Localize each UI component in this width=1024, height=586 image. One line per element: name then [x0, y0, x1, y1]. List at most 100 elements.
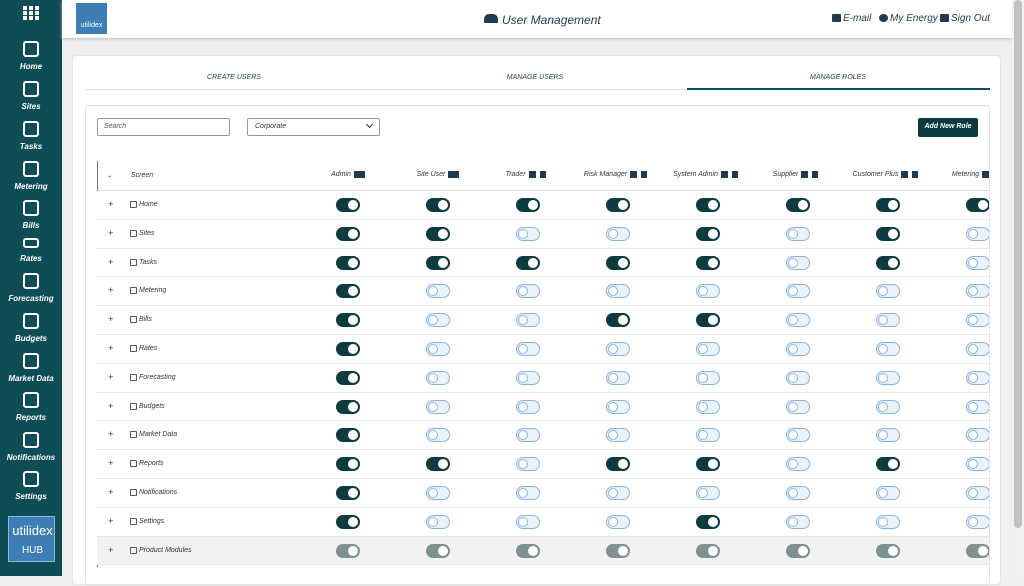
permission-toggle[interactable]	[786, 399, 810, 414]
expand-row[interactable]: +	[108, 285, 114, 296]
permission-toggle[interactable]	[876, 342, 900, 356]
permission-toggle[interactable]	[516, 486, 540, 500]
email-link[interactable]: E-mail	[843, 13, 872, 24]
permission-toggle[interactable]	[876, 198, 900, 212]
header-logo[interactable]: utilidex	[76, 3, 107, 34]
expand-row[interactable]: +	[108, 227, 114, 238]
permission-toggle[interactable]	[426, 226, 450, 241]
permission-toggle[interactable]	[516, 226, 540, 241]
permission-toggle[interactable]	[336, 486, 360, 500]
role-actions[interactable]	[801, 171, 824, 178]
sidebar-item[interactable]: Metering	[0, 157, 62, 195]
permission-toggle[interactable]	[786, 428, 810, 443]
expand-row[interactable]: +	[108, 400, 114, 411]
collapse-all[interactable]: -	[108, 171, 111, 181]
permission-toggle[interactable]	[786, 226, 810, 241]
permission-toggle[interactable]	[696, 342, 720, 356]
permission-toggle[interactable]	[966, 342, 989, 356]
permission-toggle[interactable]	[876, 226, 900, 241]
permission-toggle[interactable]	[606, 428, 630, 443]
permission-toggle[interactable]	[696, 514, 720, 529]
permission-toggle[interactable]	[876, 255, 900, 270]
sidebar-item[interactable]: Sites	[0, 77, 62, 115]
role-actions[interactable]	[630, 171, 653, 178]
permission-toggle[interactable]	[426, 428, 450, 443]
tab[interactable]: MANAGE ROLES	[809, 74, 866, 81]
permission-toggle[interactable]	[426, 313, 450, 328]
permission-toggle[interactable]	[606, 284, 630, 299]
permission-toggle[interactable]	[336, 428, 360, 443]
permission-toggle[interactable]	[606, 313, 630, 328]
permission-toggle[interactable]	[336, 198, 360, 212]
permission-toggle[interactable]	[606, 457, 630, 472]
permission-toggle[interactable]	[516, 514, 540, 529]
permission-toggle[interactable]	[336, 514, 360, 529]
my-energy-link[interactable]: My Energy	[890, 13, 938, 24]
permission-toggle[interactable]	[786, 486, 810, 500]
permission-toggle[interactable]	[696, 255, 720, 270]
permission-toggle[interactable]	[966, 399, 989, 414]
permission-toggle[interactable]	[516, 428, 540, 443]
expand-row[interactable]: +	[108, 314, 114, 325]
permission-toggle[interactable]	[966, 226, 989, 241]
permission-toggle[interactable]	[516, 342, 540, 356]
role-actions[interactable]	[528, 171, 551, 178]
sidebar-item[interactable]: Tasks	[0, 117, 62, 155]
permission-toggle[interactable]	[426, 342, 450, 356]
expand-row[interactable]: +	[108, 458, 114, 469]
permission-toggle[interactable]	[336, 342, 360, 356]
permission-toggle[interactable]	[966, 313, 989, 328]
sidebar-item[interactable]: Market Data	[0, 349, 62, 387]
sign-out-link[interactable]: Sign Out	[951, 13, 990, 24]
expand-row[interactable]: +	[108, 544, 114, 555]
permission-toggle[interactable]	[786, 514, 810, 529]
permission-toggle[interactable]	[876, 428, 900, 443]
permission-toggle[interactable]	[876, 514, 900, 529]
sidebar-item[interactable]: Bills	[0, 196, 62, 234]
sidebar-item[interactable]: Reports	[0, 388, 62, 426]
permission-toggle[interactable]	[696, 399, 720, 414]
sidebar-item[interactable]: Forecasting	[0, 269, 62, 307]
expand-row[interactable]: +	[108, 487, 114, 497]
permission-toggle[interactable]	[966, 486, 989, 500]
permission-toggle[interactable]	[876, 486, 900, 500]
permission-toggle[interactable]	[876, 457, 900, 472]
permission-toggle[interactable]	[336, 370, 360, 385]
permission-toggle[interactable]	[966, 514, 989, 529]
permission-toggle[interactable]	[426, 284, 450, 299]
permission-toggle[interactable]	[606, 399, 630, 414]
expand-row[interactable]: +	[108, 515, 114, 526]
permission-toggle[interactable]	[606, 198, 630, 212]
permission-toggle[interactable]	[696, 226, 720, 241]
expand-row[interactable]: +	[108, 199, 114, 209]
permission-toggle[interactable]	[426, 399, 450, 414]
permission-toggle[interactable]	[336, 313, 360, 328]
permission-toggle[interactable]	[336, 457, 360, 472]
permission-toggle[interactable]	[336, 284, 360, 299]
permission-toggle[interactable]	[336, 226, 360, 241]
permission-toggle[interactable]	[966, 428, 989, 443]
permission-toggle[interactable]	[786, 255, 810, 270]
permission-toggle[interactable]	[516, 255, 540, 270]
permission-toggle[interactable]	[516, 313, 540, 328]
sidebar-item[interactable]: Rates	[0, 229, 62, 267]
role-actions[interactable]	[720, 171, 743, 178]
sidebar-item[interactable]: Settings	[0, 467, 62, 505]
permission-toggle[interactable]	[696, 198, 720, 212]
permission-toggle[interactable]	[786, 284, 810, 299]
role-actions[interactable]	[982, 171, 989, 178]
permission-toggle[interactable]	[786, 198, 810, 212]
permission-toggle[interactable]	[336, 399, 360, 414]
expand-row[interactable]: +	[108, 343, 114, 353]
permission-toggle[interactable]	[606, 514, 630, 529]
permission-toggle[interactable]	[696, 457, 720, 472]
permission-toggle[interactable]	[426, 486, 450, 500]
expand-row[interactable]: +	[108, 429, 114, 440]
permission-toggle[interactable]	[426, 255, 450, 270]
tab[interactable]: CREATE USERS	[207, 74, 261, 81]
permission-toggle[interactable]	[426, 198, 450, 212]
permission-toggle[interactable]	[876, 399, 900, 414]
tab[interactable]: MANAGE USERS	[506, 74, 564, 81]
permission-toggle[interactable]	[966, 284, 989, 299]
permission-toggle[interactable]	[516, 198, 540, 212]
